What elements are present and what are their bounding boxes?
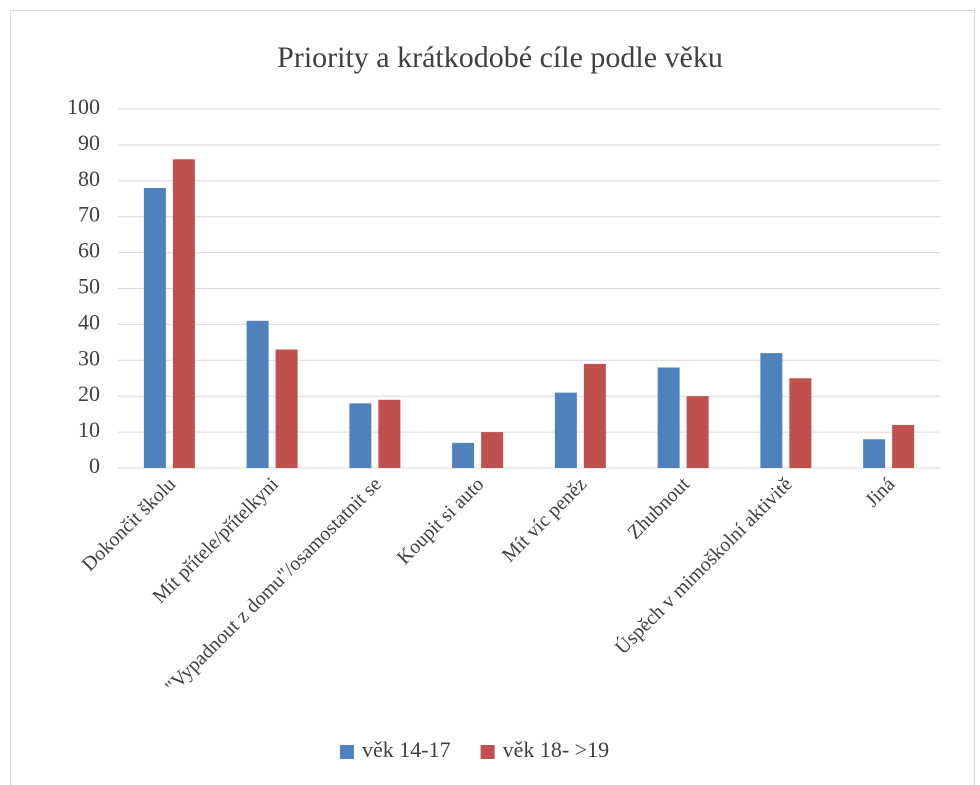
bar [583, 363, 606, 468]
bar [349, 403, 372, 468]
bar [789, 378, 812, 468]
bar [452, 442, 475, 468]
bar [760, 353, 783, 468]
y-tick-label: 90 [78, 130, 100, 155]
y-tick-label: 30 [78, 345, 100, 370]
legend-label: věk 18- >19 [503, 737, 610, 762]
y-tick-label: 70 [78, 202, 100, 227]
bar [378, 399, 401, 468]
bar [246, 320, 269, 468]
legend-swatch [480, 745, 495, 759]
bar [172, 159, 195, 468]
bar [892, 424, 915, 468]
y-tick-label: 40 [78, 309, 100, 334]
y-tick-label: 20 [78, 381, 100, 406]
bar [657, 367, 680, 468]
bar [143, 187, 166, 469]
chart-title: Priority a krátkodobé cíle podle věku [277, 41, 723, 74]
bar [863, 439, 886, 468]
chart-frame [10, 10, 975, 785]
y-tick-label: 50 [78, 274, 100, 299]
y-tick-label: 60 [78, 238, 100, 263]
bar [481, 432, 504, 468]
bar [275, 349, 298, 468]
y-tick-label: 0 [89, 453, 100, 478]
bar [554, 392, 577, 468]
y-tick-label: 80 [78, 166, 100, 191]
legend-label: věk 14-17 [362, 737, 451, 762]
legend-swatch [340, 745, 354, 759]
y-tick-label: 100 [67, 94, 100, 119]
y-tick-label: 10 [78, 417, 100, 442]
bar [686, 396, 709, 468]
